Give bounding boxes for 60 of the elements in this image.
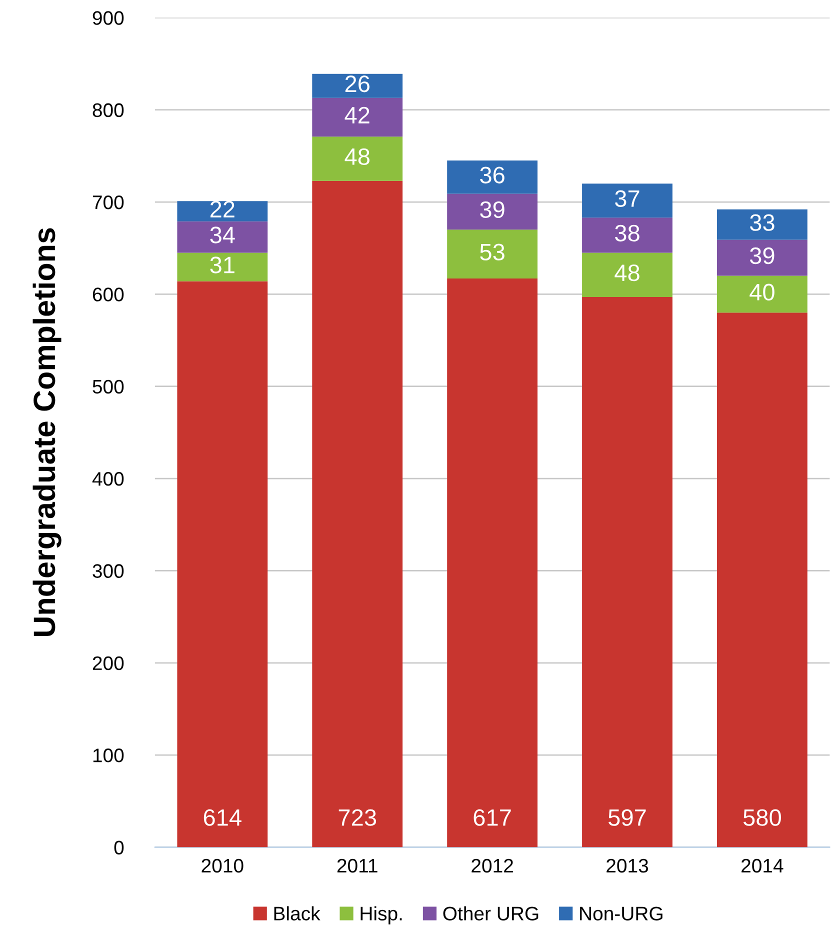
data-label: 26 [345, 75, 370, 92]
bar [582, 184, 672, 218]
data-label: 39 [480, 201, 504, 218]
data-label: 39 [750, 247, 774, 264]
bar [312, 136, 403, 181]
bar [716, 240, 808, 276]
bar [177, 281, 268, 848]
bar [447, 194, 538, 230]
x-tick-label: 2012 [472, 858, 513, 873]
data-label: 33 [750, 214, 774, 231]
data-label: 34 [210, 226, 235, 244]
bar [582, 218, 672, 253]
data-label: 597 [608, 809, 646, 826]
x-tick-label: 2011 [337, 858, 378, 873]
legend-label: Other URG [443, 906, 538, 920]
y-tick-label: 700 [92, 195, 124, 210]
bar [716, 312, 808, 848]
data-label: 614 [204, 809, 242, 826]
y-tick-label: 300 [92, 564, 124, 578]
y-tick-label: 500 [92, 380, 124, 394]
y-tick-label: 200 [92, 656, 124, 670]
data-label: 38 [615, 224, 640, 242]
data-label: 42 [344, 106, 370, 124]
y-tick-label: 100 [93, 748, 124, 762]
bar [716, 276, 808, 313]
data-label: 36 [480, 166, 504, 184]
x-tick-label: 2013 [606, 858, 648, 873]
data-label: 617 [474, 809, 511, 826]
bar [177, 252, 268, 282]
data-label: 723 [338, 809, 376, 826]
legend-label: Non-URG [580, 906, 662, 920]
data-label: 31 [210, 256, 234, 274]
legend-label: Hisp. [360, 906, 402, 924]
x-tick-label: 2014 [742, 858, 784, 873]
legend-label: Black [274, 906, 320, 920]
bar [447, 230, 538, 279]
data-label: 22 [210, 200, 234, 218]
bar [582, 252, 672, 297]
bar [312, 74, 403, 98]
bar [312, 180, 403, 848]
x-tick-label: 2010 [202, 858, 244, 873]
data-label: 40 [750, 284, 774, 301]
data-label: 53 [480, 244, 504, 260]
bar [716, 209, 808, 240]
y-tick-label: 600 [92, 288, 124, 302]
y-tick-label: 800 [92, 103, 124, 118]
y-tick-label: 0 [114, 840, 124, 854]
bar [177, 201, 268, 222]
bar [447, 160, 538, 194]
bar [447, 278, 538, 848]
y-tick-label: 900 [92, 11, 124, 25]
data-label: 48 [614, 264, 640, 282]
data-label: 48 [344, 148, 370, 166]
y-tick-label: 400 [92, 472, 124, 486]
bar [312, 98, 403, 137]
data-label: 580 [743, 809, 781, 826]
y-axis-title: Undergraduate Completions [32, 228, 62, 636]
bar [177, 221, 268, 253]
data-label: 37 [615, 190, 640, 207]
bar [582, 296, 672, 848]
